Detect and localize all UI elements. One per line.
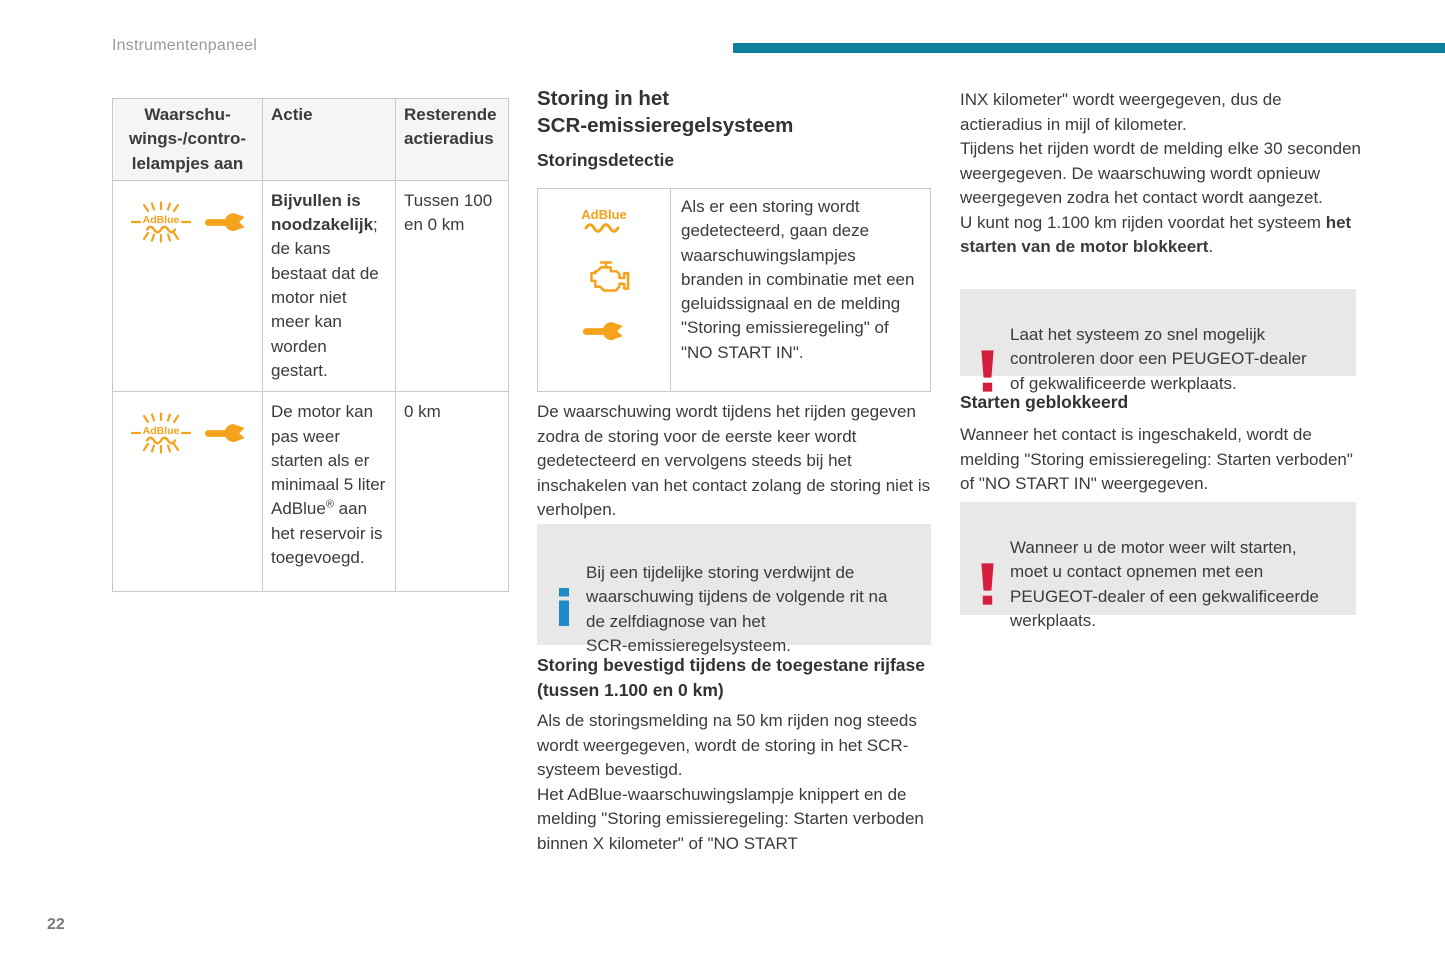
action-rest: ; de kans bestaat dat de motor niet meer…	[271, 215, 379, 380]
action-cell: De motor kan pas weer starten als er min…	[262, 391, 396, 593]
table-header-lamps: Waarschu- wings-/contro- lelampjes aan	[112, 98, 263, 181]
alert-icon	[980, 539, 995, 613]
subsection-title: Storingsdetectie	[537, 150, 675, 170]
lamps-cell: AdBlue	[112, 179, 263, 393]
table-header-range: Resterende actieradius	[395, 98, 509, 181]
warning-note: Laat het systeem zo snel mogelijk contro…	[960, 289, 1356, 393]
accent-bar	[733, 43, 1445, 53]
table-row: AdBlue De motor kan pas weer starten als…	[112, 391, 509, 593]
paragraph: De waarschuwing wordt tijdens het rijden…	[537, 402, 931, 519]
action-bold: Bijvullen is noodzakelijk	[271, 190, 374, 235]
table-header-action: Actie	[262, 98, 396, 181]
detection-box-text: Als er een storing wordt gedetecteerd, g…	[681, 197, 915, 362]
warning-note-text: Wanneer u de motor weer wilt starten, mo…	[1010, 537, 1319, 631]
action-text: aan het reservoir is toegevoegd.	[271, 499, 383, 568]
paragraph-text: .	[1208, 237, 1214, 256]
paragraph-bold: het starten van de motor blokkeert	[960, 212, 1352, 257]
detection-box-icons: AdBlue	[538, 189, 671, 391]
subsection-title: Storing bevestigd tijdens de toegestane …	[537, 655, 926, 700]
info-note: Bij een tijdelijke storing verdwijnt de …	[537, 524, 931, 655]
page-header: Instrumentenpaneel	[112, 37, 258, 54]
paragraph: INX kilometer" wordt weergegeven, dus de…	[960, 88, 1362, 260]
warning-note-text: Laat het systeem zo snel mogelijk contro…	[1010, 324, 1307, 393]
paragraph: Als de storingsmelding na 50 km rijden n…	[537, 711, 924, 853]
adblue-label: AdBlue	[142, 425, 179, 437]
paragraph-text: INX kilometer" wordt weergegeven, dus de…	[960, 90, 1362, 232]
range-cell: 0 km	[395, 391, 509, 593]
adblue-label: AdBlue	[581, 207, 627, 222]
adblue-flashing-icon: AdBlue	[128, 201, 194, 250]
info-note-text: Bij een tijdelijke storing verdwijnt de …	[586, 562, 888, 656]
action-cell: Bijvullen is noodzakelijk; de kans besta…	[262, 179, 396, 393]
table-header-row: Waarschu- wings-/contro- lelampjes aan A…	[112, 98, 509, 181]
action-text: De motor kan pas weer starten als er min…	[271, 402, 386, 519]
section-title: Storing in het SCR-emissieregelsysteem	[537, 87, 794, 137]
wrench-icon	[204, 209, 248, 242]
warning-table: Waarschu- wings-/contro- lelampjes aan A…	[112, 98, 509, 593]
adblue-label: AdBlue	[142, 214, 179, 226]
page-number: 22	[47, 916, 65, 933]
adblue-flashing-icon: AdBlue	[128, 412, 194, 461]
lamps-cell: AdBlue	[112, 391, 263, 593]
paragraph: Wanneer het contact is ingeschakeld, wor…	[960, 425, 1353, 493]
warning-note: Wanneer u de motor weer wilt starten, mo…	[960, 502, 1356, 630]
detection-box: AdBlue Als er een storing wordt gedetect…	[537, 188, 931, 392]
range-cell: Tussen 100 en 0 km	[395, 179, 509, 393]
engine-icon	[576, 259, 632, 302]
table-row: AdBlue Bijvullen is noodzakelijk; de kan…	[112, 179, 509, 393]
registered-mark: ®	[325, 498, 334, 511]
subsection-title: Starten geblokkeerd	[960, 392, 1129, 412]
wrench-icon	[582, 318, 626, 349]
alert-icon	[980, 326, 995, 400]
adblue-icon: AdBlue	[573, 204, 635, 243]
info-icon	[557, 564, 571, 634]
wrench-icon	[204, 420, 248, 453]
